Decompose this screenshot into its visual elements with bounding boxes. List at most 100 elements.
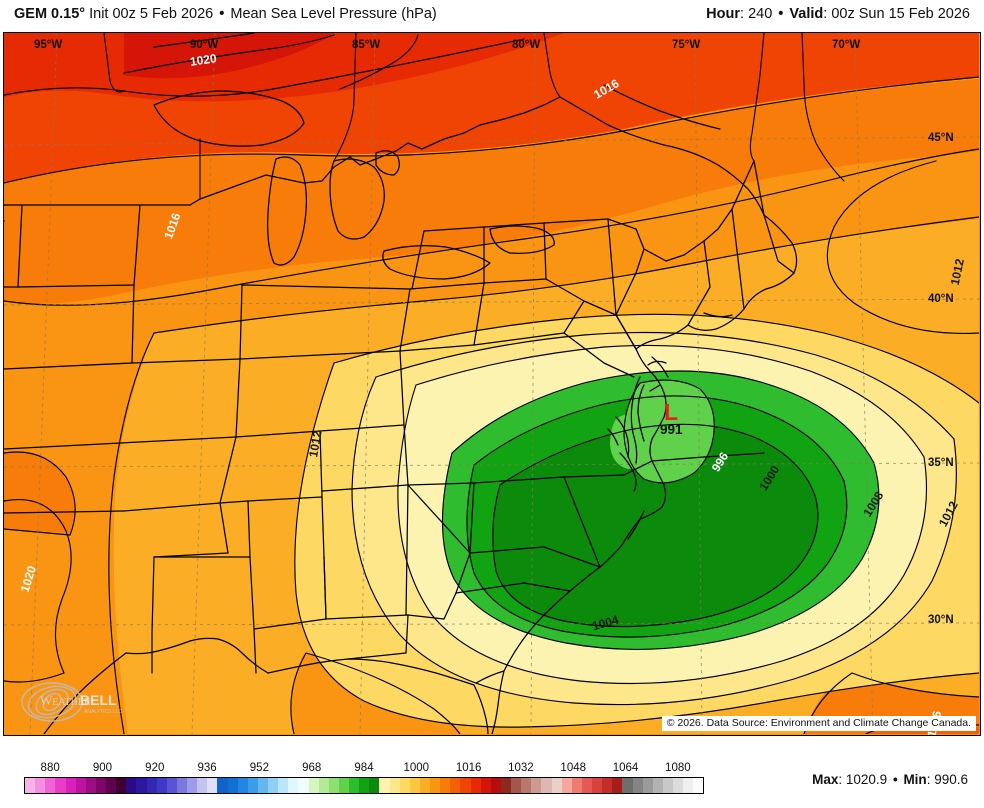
colorbar-swatch [116, 778, 127, 793]
colorbar-swatch [480, 778, 491, 793]
colorbar-swatch [652, 778, 663, 793]
colorbar-swatch [146, 778, 157, 793]
header-bar: GEM 0.15° Init 00z 5 Feb 2026 • Mean Sea… [0, 0, 984, 32]
colorbar-swatch [531, 778, 542, 793]
colorbar-swatch [328, 778, 339, 793]
colorbar-swatch [460, 778, 471, 793]
colorbar-swatch [551, 778, 562, 793]
colorbar-tick: 952 [249, 762, 269, 774]
colorbar-swatch [642, 778, 653, 793]
colorbar-tick: 1032 [508, 762, 534, 774]
colorbar-swatches [24, 777, 704, 794]
colorbar-swatch [399, 778, 410, 793]
colorbar-swatch [106, 778, 117, 793]
colorbar-tick: 968 [302, 762, 322, 774]
svg-text:WEATHER: WEATHER [40, 693, 91, 708]
colorbar-swatch [581, 778, 592, 793]
field-name: Mean Sea Level Pressure (hPa) [230, 6, 437, 22]
colorbar-swatch [95, 778, 106, 793]
max-value: 1020.9 [845, 772, 888, 787]
valid-label: Valid [789, 6, 824, 22]
mslp-contour-field [4, 33, 979, 734]
colorbar-swatch [662, 778, 673, 793]
colorbar-swatch [490, 778, 501, 793]
colorbar-swatch [632, 778, 643, 793]
max-label: Max [812, 772, 839, 787]
colorbar-swatch [521, 778, 532, 793]
colorbar-swatch [25, 778, 36, 793]
colorbar-swatch [592, 778, 603, 793]
colorbar-swatch [612, 778, 623, 793]
min-value: 990.6 [934, 772, 968, 787]
colorbar-swatch [257, 778, 268, 793]
colorbar-swatch [247, 778, 258, 793]
colorbar-swatch [85, 778, 96, 793]
svg-text:ANALYTICS LLC: ANALYTICS LLC [84, 709, 122, 715]
header-bullet-1: • [219, 6, 225, 22]
colorbar-swatch [470, 778, 481, 793]
colorbar-tick-labels: 880 900 920 936 952 968 984 1000 1016 1032 1048 106… [14, 762, 714, 776]
colorbar-swatch [349, 778, 360, 793]
colorbar-swatch [187, 778, 198, 793]
colorbar-swatch [176, 778, 187, 793]
colorbar-tick: 880 [40, 762, 60, 774]
hour-value: 240 [748, 6, 773, 22]
colorbar-swatch [197, 778, 208, 793]
colorbar-swatch [298, 778, 309, 793]
model-name: GEM 0.15° [14, 6, 86, 22]
colorbar-swatch [450, 778, 461, 793]
colorbar-swatch [207, 778, 218, 793]
colorbar-legend: 880 900 920 936 952 968 984 1000 1016 1032 1048 106… [14, 762, 714, 802]
colorbar-swatch [45, 778, 56, 793]
colorbar-swatch [419, 778, 430, 793]
colorbar-swatch [65, 778, 76, 793]
colorbar-tick: 936 [197, 762, 217, 774]
colorbar-swatch [308, 778, 319, 793]
colorbar-swatch [561, 778, 572, 793]
colorbar-swatch [409, 778, 420, 793]
colorbar-swatch [673, 778, 684, 793]
colorbar-swatch [571, 778, 582, 793]
data-source-credit: © 2026. Data Source: Environment and Cli… [661, 716, 976, 731]
colorbar-swatch [430, 778, 441, 793]
colorbar-swatch [217, 778, 228, 793]
colorbar-swatch [75, 778, 86, 793]
colorbar-swatch [693, 778, 704, 793]
map-canvas[interactable] [4, 33, 979, 734]
valid-value: 00z Sun 15 Feb 2026 [831, 6, 970, 22]
colorbar-tick: 1000 [403, 762, 430, 774]
colorbar-swatch [136, 778, 147, 793]
header-title-right: Hour: 240 • Valid: 00z Sun 15 Feb 2026 [706, 6, 970, 22]
map-frame[interactable]: 95°W 90°W 85°W 80°W 75°W 70°W 45°N 40°N … [3, 32, 981, 736]
graticule [4, 33, 979, 734]
colorbar-swatch [338, 778, 349, 793]
weatherbell-logo: WEATHER BELL ANALYTICS LLC [18, 681, 122, 723]
colorbar-swatch [359, 778, 370, 793]
colorbar-swatch [369, 778, 380, 793]
colorbar-swatch [440, 778, 451, 793]
colorbar-swatch [288, 778, 299, 793]
colorbar-tick: 1048 [560, 762, 587, 774]
hour-label: Hour [706, 6, 740, 22]
max-min-readout: Max: 1020.9 • Min: 990.6 [812, 772, 968, 787]
colorbar-tick: 1080 [665, 762, 691, 774]
colorbar-swatch [268, 778, 279, 793]
colorbar-swatch [379, 778, 390, 793]
colorbar-swatch [126, 778, 137, 793]
colorbar-tick: 984 [354, 762, 374, 774]
colorbar-swatch [602, 778, 613, 793]
colorbar-swatch [166, 778, 177, 793]
colorbar-swatch [500, 778, 511, 793]
coastlines-and-borders [4, 84, 798, 734]
colorbar-swatch [389, 778, 400, 793]
colorbar-swatch [318, 778, 329, 793]
colorbar-swatch [237, 778, 248, 793]
colorbar-swatch [35, 778, 46, 793]
colorbar-tick: 1016 [455, 762, 482, 774]
colorbar-swatch [278, 778, 289, 793]
min-label: Min [903, 772, 927, 787]
svg-text:BELL: BELL [80, 692, 117, 708]
colorbar-swatch [227, 778, 238, 793]
colorbar-tick: 1064 [612, 762, 639, 774]
